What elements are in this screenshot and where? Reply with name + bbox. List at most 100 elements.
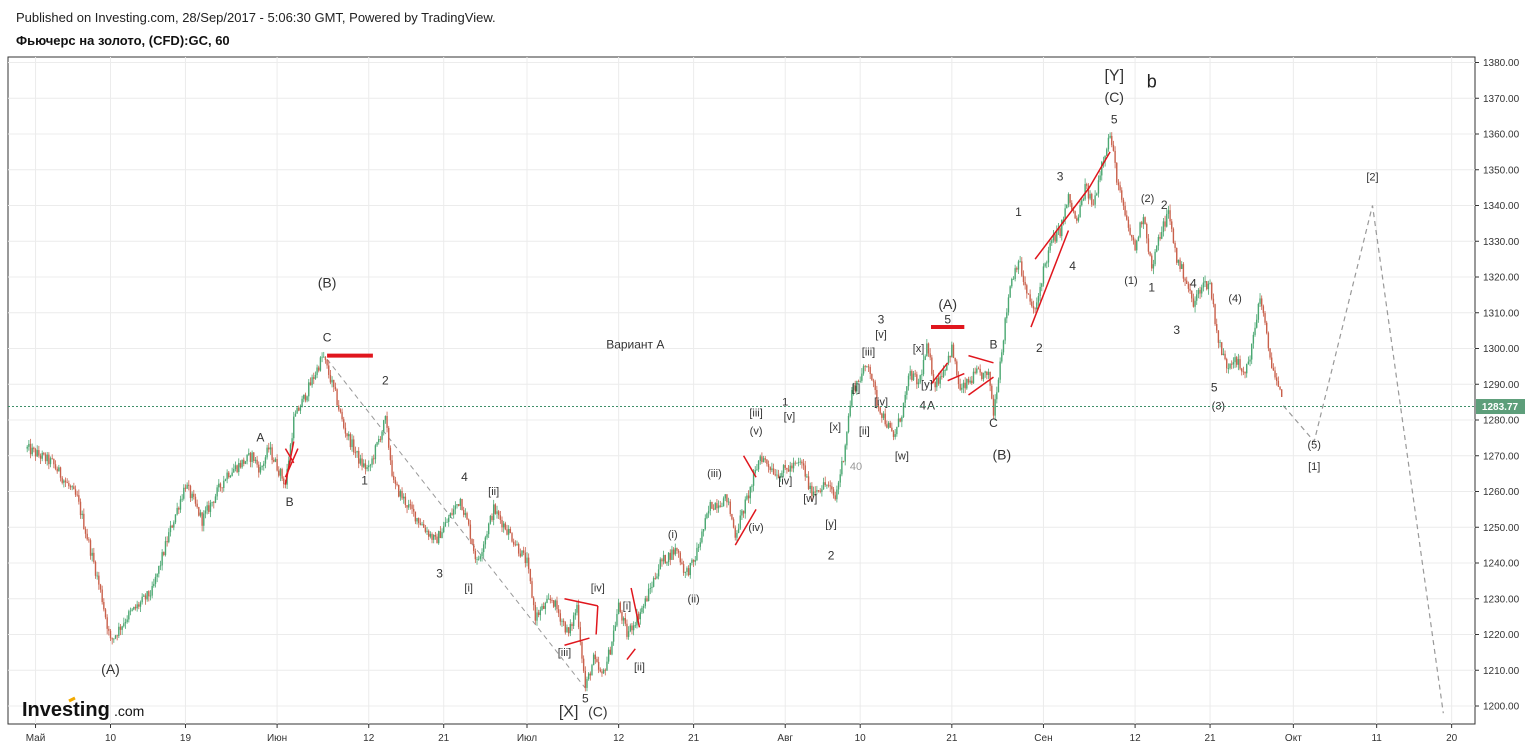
candle-body — [398, 484, 400, 497]
candle-body — [866, 366, 868, 368]
candle-body — [767, 464, 770, 468]
x-tick-label: 21 — [688, 733, 700, 744]
candle-body — [692, 559, 695, 562]
candle-body — [637, 613, 640, 620]
wave-label: [ii] — [859, 425, 870, 437]
candle-body — [906, 386, 908, 395]
candle-body — [836, 489, 838, 500]
candle-body — [492, 504, 495, 520]
x-tick-label: Сен — [1034, 733, 1052, 744]
candle-body — [336, 389, 338, 406]
candle-body — [59, 467, 62, 478]
candle-body — [1199, 289, 1201, 294]
candle-body — [562, 620, 565, 623]
candle-body — [1071, 202, 1073, 210]
candle-body — [391, 460, 393, 476]
y-tick-label: 1290.00 — [1483, 380, 1520, 391]
candle-body — [1136, 240, 1138, 251]
candle-body — [1191, 290, 1193, 299]
candle-body — [1222, 353, 1225, 355]
candle-body — [1079, 205, 1081, 218]
candle-body — [316, 367, 318, 375]
candle-body — [274, 458, 277, 462]
candle-body — [812, 491, 815, 497]
candle-body — [592, 654, 595, 666]
candle-body — [283, 478, 285, 485]
candle-body — [609, 649, 611, 655]
candle-body — [806, 476, 808, 478]
candle-body — [296, 407, 298, 414]
candle-body — [1234, 357, 1236, 363]
candle-body — [248, 453, 250, 455]
candle-body — [1137, 237, 1140, 241]
candle-body — [339, 409, 342, 412]
y-tick-label: 1380.00 — [1483, 58, 1520, 69]
candle-body — [564, 622, 567, 633]
candle-body — [386, 416, 388, 428]
candle-body — [94, 561, 97, 576]
candle-body — [491, 516, 493, 520]
candle-body — [889, 422, 891, 428]
candle-body — [801, 461, 803, 464]
candle-body — [779, 476, 781, 478]
candle-body — [1202, 282, 1205, 288]
candle-body — [942, 370, 945, 377]
x-tick-label: 12 — [1130, 733, 1142, 744]
candle-body — [261, 465, 263, 468]
candle-body — [1101, 162, 1103, 176]
candle-body — [557, 609, 560, 614]
candle-body — [1251, 343, 1253, 360]
candle-body — [496, 511, 498, 514]
candle-body — [79, 501, 82, 516]
candle-body — [896, 426, 898, 435]
candle-body — [809, 485, 811, 489]
investing-logo[interactable]: Investing .com — [22, 696, 144, 721]
candle-body — [304, 394, 307, 401]
candle-body — [1171, 221, 1173, 229]
candle-body — [299, 407, 302, 411]
candle-body — [289, 444, 292, 461]
candle-body — [321, 356, 323, 358]
candle-body — [516, 544, 518, 545]
candle-body — [353, 439, 355, 453]
candle-body — [464, 513, 467, 515]
candle-body — [209, 502, 212, 512]
candle-body — [1274, 370, 1276, 378]
candle-body — [881, 413, 883, 418]
candle-body — [279, 469, 282, 476]
x-tick-label: Июн — [267, 733, 287, 744]
candle-body — [1106, 149, 1108, 156]
candle-body — [236, 465, 238, 473]
candle-body — [632, 625, 635, 631]
candle-body — [311, 377, 313, 386]
candle-body — [294, 413, 297, 417]
candle-body — [876, 390, 878, 407]
candle-body — [303, 394, 305, 399]
candle-body — [263, 463, 265, 466]
candle-body — [494, 504, 497, 514]
wave-label: (5) — [1307, 440, 1320, 452]
candle-body — [101, 589, 103, 603]
wave-label: (B) — [992, 446, 1011, 462]
candle-body — [258, 464, 260, 473]
wave-line — [968, 354, 994, 364]
candle-body — [776, 474, 778, 476]
candle-body — [113, 638, 115, 640]
plot-area[interactable] — [7, 56, 1476, 725]
candle-body — [1001, 352, 1003, 362]
candle-body — [802, 463, 805, 466]
candle-body — [612, 630, 615, 642]
x-tick-label: 20 — [1446, 733, 1458, 744]
candle-body — [1212, 298, 1215, 305]
candle-body — [1036, 302, 1038, 310]
candle-body — [877, 406, 880, 408]
wave-label: [x] — [829, 422, 841, 434]
candle-body — [231, 472, 233, 476]
candle-body — [589, 673, 592, 676]
candle-body — [716, 503, 718, 509]
candle-body — [106, 617, 108, 629]
candle-body — [629, 625, 631, 632]
candle-body — [972, 371, 975, 384]
candle-body — [196, 503, 198, 508]
